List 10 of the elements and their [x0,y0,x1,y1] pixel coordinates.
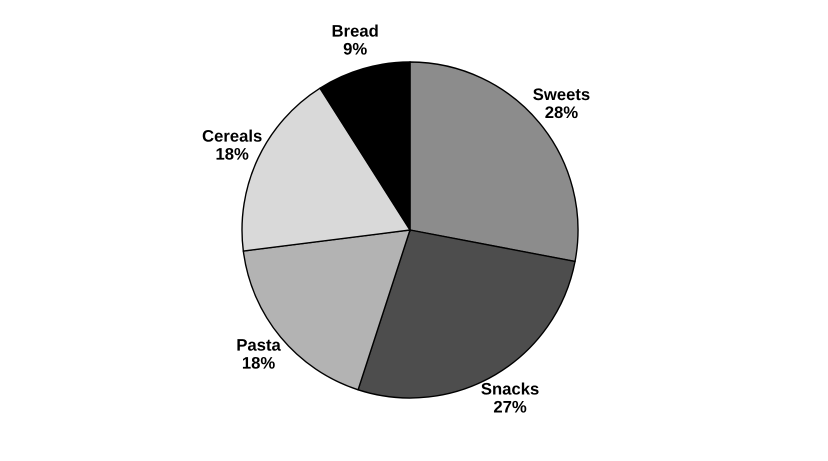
slice-label: Sweets [533,88,590,100]
slice-label: Pasta [237,339,281,351]
slice-label: Bread [332,24,378,37]
data-label: 18% [242,356,275,369]
data-label: 27% [494,400,526,413]
data-label: 28% [545,106,578,118]
data-label: 18% [216,148,248,160]
slice-label: Cereals [202,130,262,142]
data-label: 9% [344,42,367,55]
slice-label: Snacks [481,382,539,395]
